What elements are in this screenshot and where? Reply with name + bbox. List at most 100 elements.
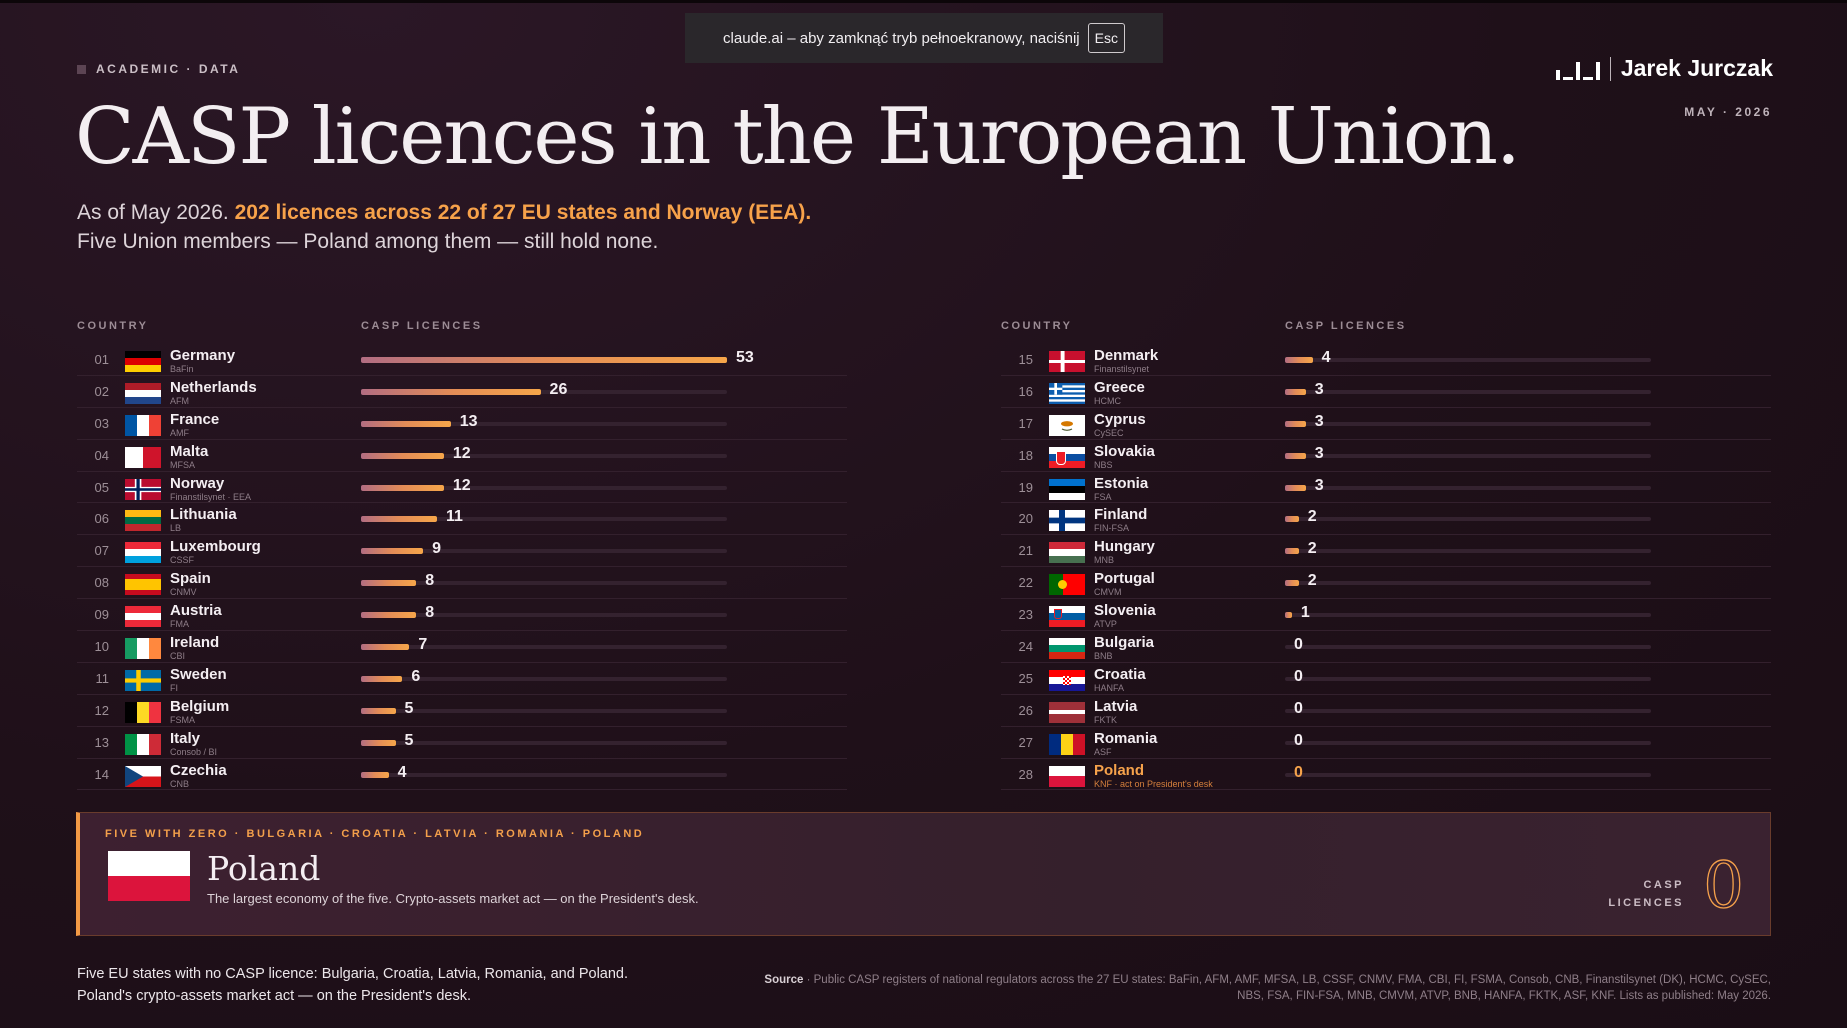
footer-line2: Poland's crypto-assets market act — on t… [77,988,471,1004]
regulator-label: CNB [170,778,190,789]
bar [361,675,403,682]
country-name: Malta [170,442,209,460]
flag-gr-icon [1049,382,1085,404]
flag-cy-icon [1049,414,1085,436]
regulator-label: Finanstilsynet · EEA [170,491,252,502]
table-row: 23 Slovenia ATVP 1 [1001,599,1771,632]
regulator-label: FMA [170,619,189,630]
table-header: COUNTRY CASP LICENCES [77,320,847,344]
rank-label: 02 [94,383,109,399]
regulator-label: LB [170,523,182,534]
regulator-label: ATVP [1094,619,1117,630]
bar [361,612,417,619]
rank-label: 03 [94,415,109,431]
bar-track [361,517,727,522]
bar [361,420,451,427]
bar-value-label: 3 [1314,412,1324,430]
table-row: 19 Estonia FSA 3 [1001,472,1771,504]
table-row: 21 Hungary MNB 2 [1001,535,1771,568]
regulator-label: FIN-FSA [1094,523,1129,534]
panel-label-line2: LICENCES [1608,897,1684,909]
flag-pl-icon [1049,765,1085,787]
rank-label: 25 [1018,670,1033,686]
rank-label: 24 [1018,639,1033,655]
panel-kicker: FIVE WITH ZERO · BULGARIA · CROATIA · LA… [105,828,645,840]
esc-key-hint[interactable]: Esc [1087,23,1125,53]
country-name: Norway [170,474,225,492]
flag-ee-icon [1049,478,1085,500]
issue-date: MAY · 2026 [1684,105,1772,119]
regulator-label: HANFA [1094,682,1125,693]
bar-track [361,676,727,681]
ranking-table-right: COUNTRY CASP LICENCES 15 Denmark Finanstil… [1001,320,1771,791]
source-note: Source · Public CASP registers of nation… [751,972,1771,1004]
flag-es-icon [125,574,161,596]
regulator-label: MNB [1094,555,1114,566]
bar-value-label: 3 [1314,444,1324,462]
bar-value-label: 12 [452,444,471,462]
bar-value-label: 0 [1294,667,1303,685]
panel-value-label: CASP LICENCES [1608,876,1684,912]
country-name: Cyprus [1094,410,1146,428]
rank-label: 08 [94,575,109,591]
bar-value-label: 2 [1307,572,1317,590]
bar-value-label: 8 [425,572,435,590]
flag-ro-icon [1049,733,1085,755]
bar-value-label: 2 [1307,508,1317,526]
table-row: 17 Cyprus CySEC 3 [1001,408,1771,440]
bar-track [1285,581,1651,586]
country-name: France [170,410,220,428]
table-row: 04 Malta MFSA 12 [77,440,847,472]
bar [361,771,389,778]
table-row: 16 Greece HCMC 3 [1001,376,1771,408]
subtitle-highlight: 202 licences across 22 of 27 EU states a… [234,201,812,224]
source-text: · Public CASP registers of national regu… [803,974,1771,1002]
poland-flag-icon [108,851,190,901]
bar-track [1285,676,1651,681]
bar [361,739,396,746]
bar-track [1285,645,1651,650]
country-name: Greece [1094,378,1145,396]
flag-se-icon [125,669,161,691]
flag-ie-icon [125,638,161,660]
table-row: 15 Denmark Finanstilsynet 4 [1001,344,1771,376]
source-label: Source [764,974,804,986]
rank-label: 17 [1018,415,1033,431]
country-name: Spain [170,570,211,588]
table-row: 18 Slovakia NBS 3 [1001,440,1771,472]
country-name: Luxembourg [170,538,261,556]
regulator-label: Finanstilsynet [1094,364,1150,374]
table-row: 05 Norway Finanstilsynet · EEA 12 [77,472,847,504]
flag-lu-icon [125,542,161,564]
flag-lv-icon [1049,701,1085,723]
bar [361,707,396,714]
regulator-label: HCMC [1094,395,1121,406]
bar [361,388,541,395]
rank-label: 23 [1018,607,1033,623]
regulator-label: AFM [170,395,189,406]
panel-description: The largest economy of the five. Crypto-… [207,891,699,906]
bar-value-label: 0 [1294,699,1303,717]
bar [361,580,417,587]
table-row: 07 Luxembourg CSSF 9 [77,535,847,568]
ranking-table-left: COUNTRY CASP LICENCES 01 Germany BaFin 53 02… [77,320,847,791]
table-header: COUNTRY CASP LICENCES [1001,320,1771,344]
flag-mt-icon [125,446,161,468]
table-row: 20 Finland FIN-FSA 2 [1001,503,1771,536]
regulator-label: FSA [1094,491,1112,502]
flag-at-icon [125,606,161,628]
country-name: Sweden [170,665,227,683]
bar-value-label: 5 [404,699,414,717]
panel-label-line1: CASP [1643,879,1684,891]
regulator-label: AMF [170,427,189,438]
rank-label: 05 [94,479,109,495]
subtitle-lead: As of May 2026. [77,201,229,224]
flag-fi-icon [1049,510,1085,532]
regulator-label: CMVM [1094,587,1122,598]
country-name: Bulgaria [1094,634,1155,652]
bar-track [1285,740,1651,745]
rank-label: 21 [1018,543,1033,559]
rank-label: 10 [94,639,109,655]
table-row: 25 Croatia HANFA 0 [1001,663,1771,695]
bar [1285,388,1306,395]
